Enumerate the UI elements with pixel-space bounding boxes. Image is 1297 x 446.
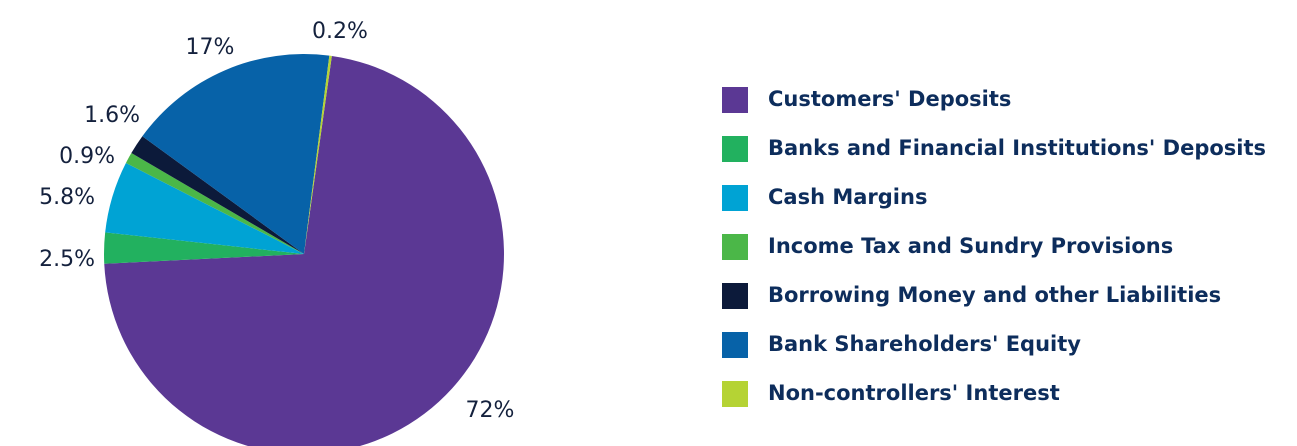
legend-swatch <box>722 283 748 309</box>
legend-label: Borrowing Money and other Liabilities <box>768 283 1221 307</box>
legend-label: Customers' Deposits <box>768 87 1011 111</box>
legend-swatch <box>722 136 748 162</box>
pie-slice <box>105 162 305 254</box>
legend-swatch <box>722 332 748 358</box>
data-label: 1.6% <box>84 103 140 128</box>
legend-swatch <box>722 185 748 211</box>
data-label: 2.5% <box>39 247 95 272</box>
legend-label: Non-controllers' Interest <box>768 381 1060 405</box>
data-label: 17% <box>186 35 235 60</box>
pie-slice <box>104 232 304 264</box>
data-label: 0.2% <box>312 19 368 44</box>
pie-slice <box>104 55 504 446</box>
legend-label: Bank Shareholders' Equity <box>768 332 1081 356</box>
data-label: 5.8% <box>39 185 95 210</box>
data-label: 0.9% <box>59 144 115 169</box>
legend-label: Banks and Financial Institutions' Deposi… <box>768 136 1266 160</box>
legend-label: Income Tax and Sundry Provisions <box>768 234 1173 258</box>
legend-swatch <box>722 87 748 113</box>
legend-swatch <box>722 234 748 260</box>
data-label: 72% <box>466 398 515 423</box>
legend-label: Cash Margins <box>768 185 927 209</box>
pie-slice <box>125 153 304 254</box>
pie-slice <box>304 55 332 255</box>
legend-swatch <box>722 381 748 407</box>
pie-slice <box>131 136 304 254</box>
pie-slice <box>142 54 330 254</box>
